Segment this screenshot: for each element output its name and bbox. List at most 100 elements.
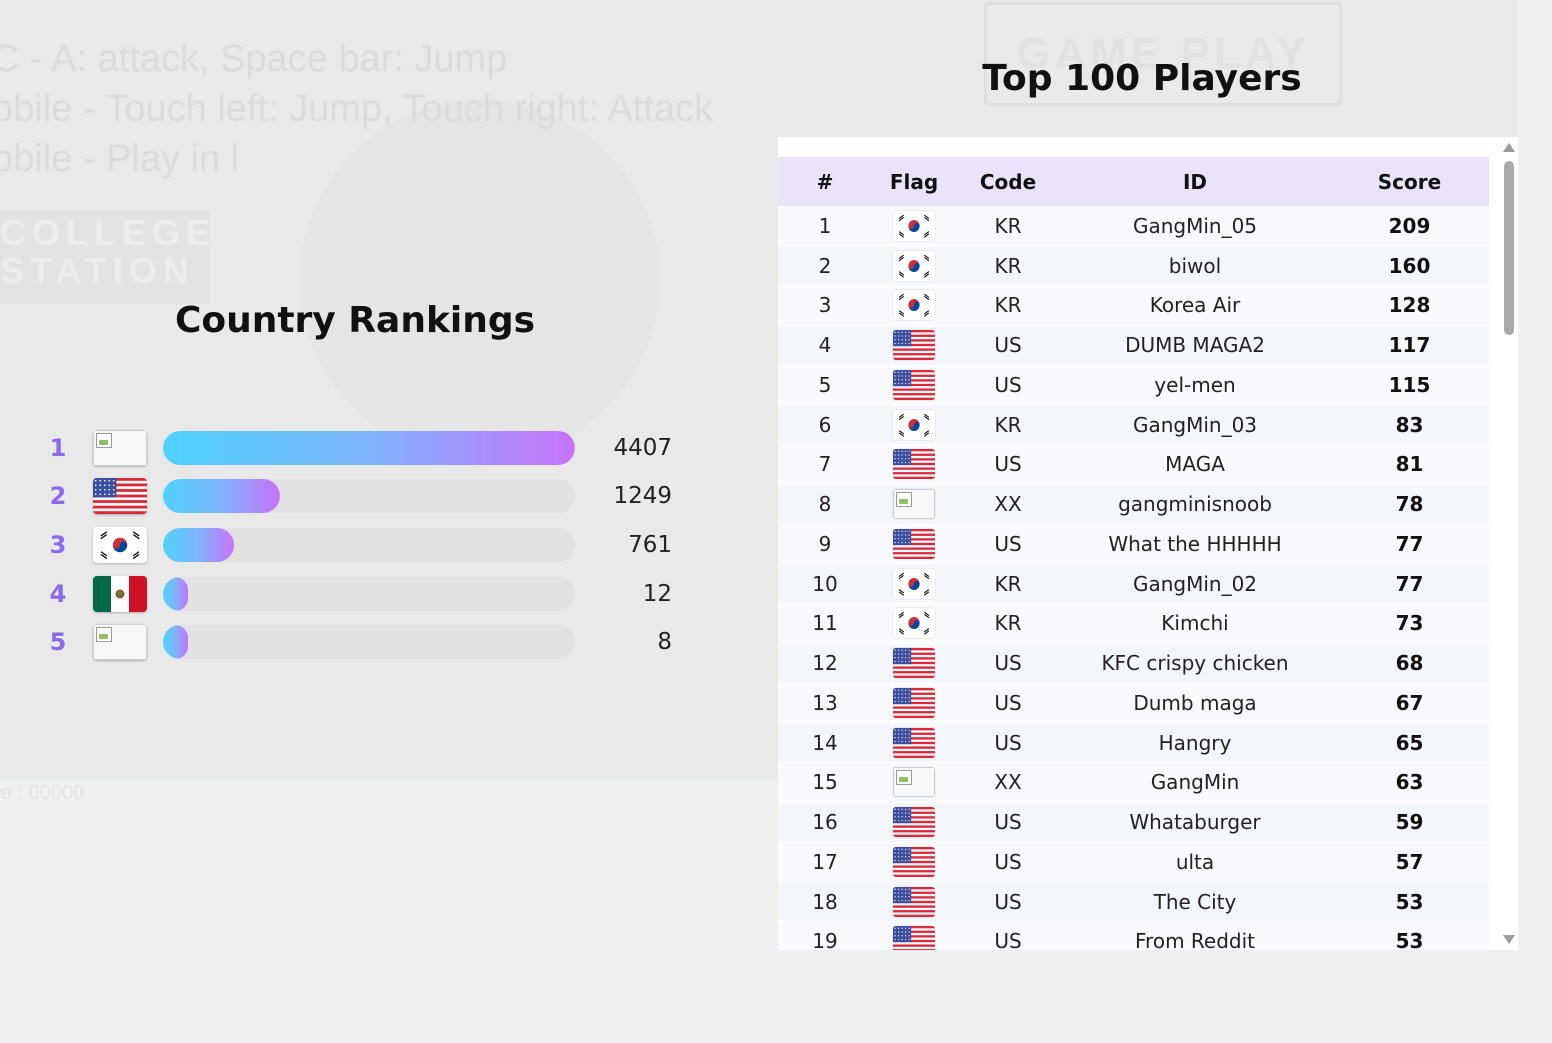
- table-row: 18 US The City 53: [778, 881, 1489, 922]
- player-country-code: KR: [956, 603, 1060, 644]
- country-score-bar-track: [163, 625, 575, 659]
- player-score: 53: [1330, 921, 1489, 950]
- us-flag-icon: [893, 807, 935, 838]
- us-flag-icon: [893, 330, 935, 361]
- player-id: GangMin_03: [1060, 404, 1330, 445]
- us-flag-icon: [893, 449, 935, 480]
- player-flag: [872, 563, 956, 604]
- player-rank: 12: [778, 643, 872, 684]
- player-rank: 5: [778, 365, 872, 406]
- player-score: 160: [1330, 245, 1489, 286]
- player-id: biwol: [1060, 245, 1330, 286]
- header-code: Code: [979, 169, 1037, 194]
- country-score-bar-track: [163, 528, 575, 562]
- player-rank: 14: [778, 722, 872, 763]
- player-country-code: US: [956, 842, 1060, 883]
- background-controls-line: obile - Play in l: [0, 138, 240, 180]
- scroll-down-arrow-icon[interactable]: [1503, 935, 1515, 944]
- player-rank: 13: [778, 683, 872, 724]
- country-rank-number: 2: [49, 482, 67, 510]
- player-score: 73: [1330, 603, 1489, 644]
- player-rank: 11: [778, 603, 872, 644]
- kr-flag-icon: [893, 210, 935, 241]
- table-row: 5 US yel-men 115: [778, 365, 1489, 406]
- scroll-thumb[interactable]: [1504, 161, 1514, 335]
- player-id: Dumb maga: [1060, 683, 1330, 724]
- player-flag: [872, 484, 956, 525]
- player-country-code: US: [956, 524, 1060, 565]
- scroll-up-arrow-icon[interactable]: [1503, 143, 1515, 152]
- country-ranking-row: 3 761: [40, 527, 680, 563]
- player-flag: [872, 603, 956, 644]
- player-score: 77: [1330, 563, 1489, 604]
- player-country-code: KR: [956, 285, 1060, 326]
- player-flag: [872, 722, 956, 763]
- us-flag-icon: [893, 846, 935, 877]
- player-rank: 3: [778, 285, 872, 326]
- player-score: 57: [1330, 842, 1489, 883]
- player-country-code: KR: [956, 245, 1060, 286]
- player-rank: 6: [778, 404, 872, 445]
- table-row: 8 XX gangminisnoob 78: [778, 484, 1489, 525]
- player-country-code: US: [956, 444, 1060, 485]
- player-flag: [872, 404, 956, 445]
- player-flag: [872, 524, 956, 565]
- background-character-art: [300, 100, 660, 460]
- player-country-code: US: [956, 722, 1060, 763]
- player-country-code: KR: [956, 404, 1060, 445]
- player-flag: [872, 683, 956, 724]
- us-flag-icon: [93, 478, 147, 514]
- us-flag-icon: [893, 727, 935, 758]
- player-flag: [872, 365, 956, 406]
- country-score-value: 4407: [613, 435, 672, 461]
- kr-flag-icon: [893, 409, 935, 440]
- player-id: GangMin_05: [1060, 206, 1330, 247]
- player-score: 65: [1330, 722, 1489, 763]
- country-ranking-row: 4 12: [40, 576, 680, 612]
- top-players-table-container[interactable]: # Flag Code ID Score 1 KR GangMin_05 209 2 KR…: [778, 137, 1518, 950]
- broken-image-icon: [893, 767, 935, 798]
- player-score: 83: [1330, 404, 1489, 445]
- table-scrollbar[interactable]: [1500, 137, 1518, 950]
- country-score-value: 8: [657, 629, 672, 655]
- player-rank: 7: [778, 444, 872, 485]
- player-score: 78: [1330, 484, 1489, 525]
- background-controls-line: C - A: attack, Space bar: Jump: [0, 38, 508, 80]
- header-flag: Flag: [889, 169, 939, 194]
- player-rank: 10: [778, 563, 872, 604]
- player-id: From Reddit: [1060, 921, 1330, 950]
- country-score-bar-fill: [163, 577, 188, 611]
- player-country-code: US: [956, 881, 1060, 922]
- player-score: 59: [1330, 802, 1489, 843]
- player-id: gangminisnoob: [1060, 484, 1330, 525]
- mx-flag-icon: [93, 576, 147, 612]
- us-flag-icon: [893, 926, 935, 950]
- player-country-code: US: [956, 325, 1060, 366]
- table-row: 10 KR GangMin_02 77: [778, 563, 1489, 604]
- player-score: 67: [1330, 683, 1489, 724]
- us-flag-icon: [893, 886, 935, 917]
- broken-image-icon: [93, 430, 147, 466]
- country-score-bar-fill: [163, 528, 235, 562]
- player-flag: [872, 842, 956, 883]
- player-country-code: XX: [956, 762, 1060, 803]
- header-id: ID: [1182, 169, 1208, 194]
- player-score: 63: [1330, 762, 1489, 803]
- player-country-code: US: [956, 802, 1060, 843]
- country-ranking-row: 2 1249: [40, 478, 680, 514]
- table-row: 2 KR biwol 160: [778, 245, 1489, 286]
- table-row: 14 US Hangry 65: [778, 722, 1489, 763]
- player-score: 117: [1330, 325, 1489, 366]
- player-country-code: US: [956, 643, 1060, 684]
- table-row: 6 KR GangMin_03 83: [778, 404, 1489, 445]
- player-id: Korea Air: [1060, 285, 1330, 326]
- player-rank: 15: [778, 762, 872, 803]
- player-id: DUMB MAGA2: [1060, 325, 1330, 366]
- player-country-code: KR: [956, 206, 1060, 247]
- country-rank-number: 1: [49, 434, 67, 462]
- country-rank-number: 5: [49, 628, 67, 656]
- player-flag: [872, 325, 956, 366]
- player-flag: [872, 802, 956, 843]
- player-id: Hangry: [1060, 722, 1330, 763]
- player-flag: [872, 762, 956, 803]
